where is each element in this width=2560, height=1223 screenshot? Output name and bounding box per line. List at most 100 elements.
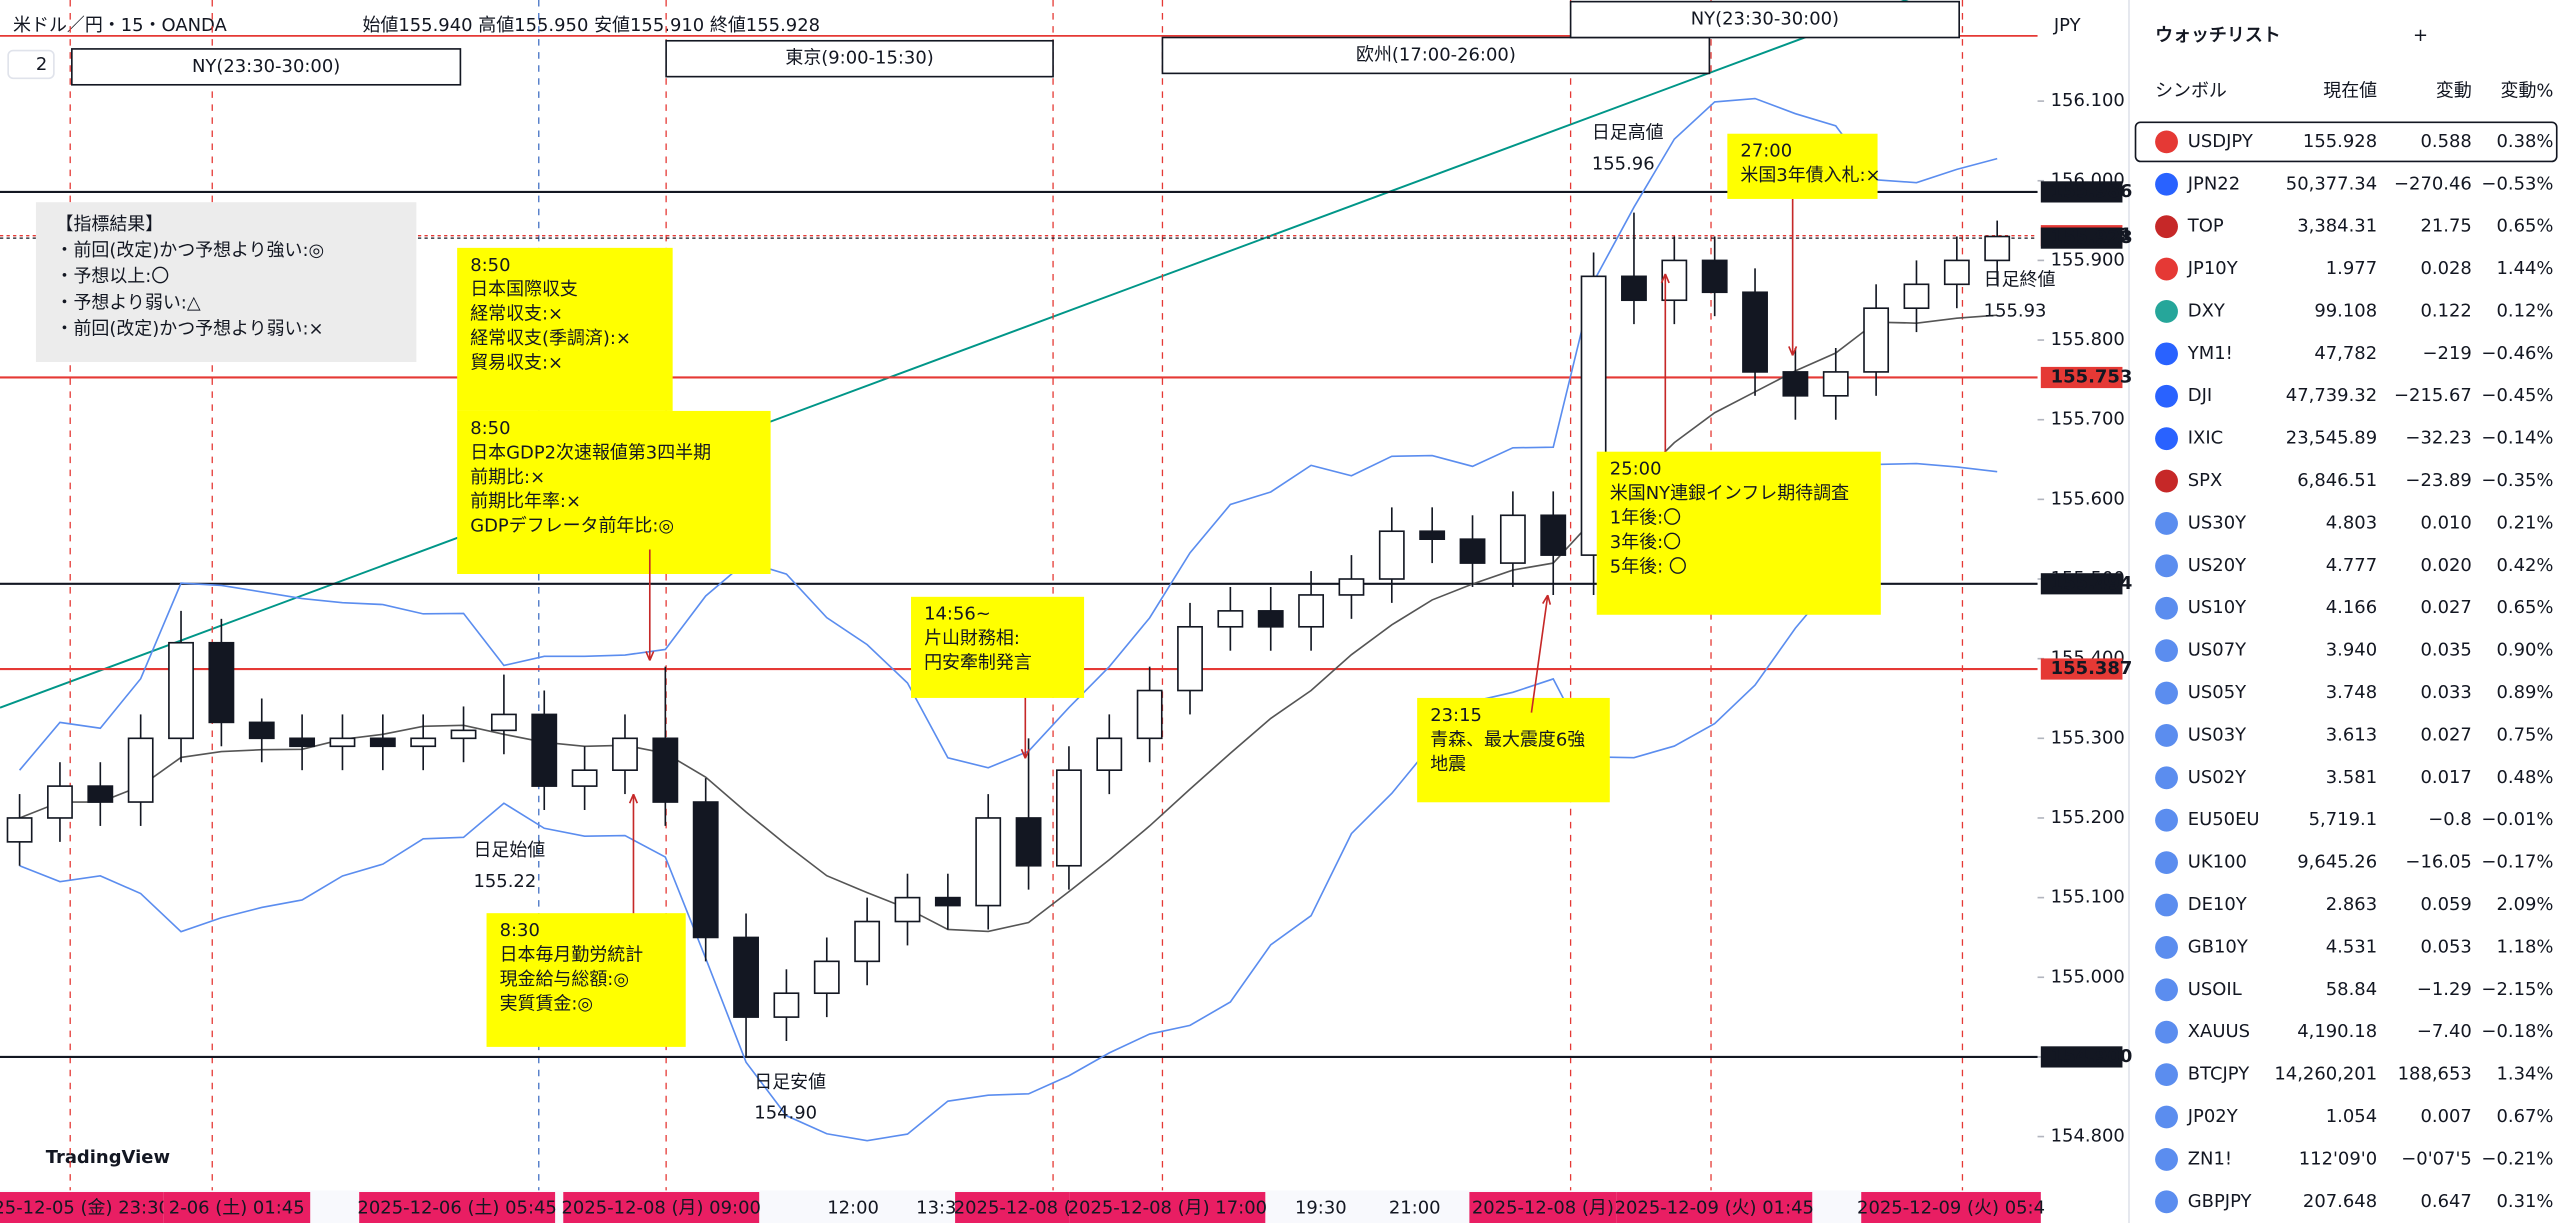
annotation-line: 片山財務相: [924, 628, 1020, 649]
ohlc: 始値155.940 高値155.950 安値155.910 終値155.928 [362, 15, 820, 36]
price-level-tag [2040, 573, 2123, 595]
watchlist-cell: 5,719.1 [2309, 809, 2378, 830]
annotation-line: 23:15 [1430, 705, 1482, 726]
watchlist-cell: 4.777 [2326, 555, 2377, 576]
price-level-label: 155.928 [2051, 227, 2133, 248]
watchlist-cell: 0.035 [2420, 640, 2471, 661]
symbol-icon [2155, 469, 2178, 493]
candle-body [1419, 530, 1446, 541]
annotation-line: 前期比年率:× [470, 491, 581, 512]
watchlist-cell[interactable]: JP02Y [2187, 1106, 2238, 1127]
watchlist-cell[interactable]: IXIC [2188, 428, 2223, 449]
watchlist-cell[interactable]: US07Y [2188, 640, 2246, 661]
watchlist-cell[interactable]: JPN22 [2187, 173, 2240, 194]
annotation-box [1596, 451, 1881, 615]
price-level-label: 155.387 [2051, 658, 2133, 679]
candle-body [87, 785, 114, 803]
annotation-line: 日本国際収支 [470, 279, 578, 300]
symbol: 米ドル／円・15・OANDA [13, 15, 228, 36]
selected-row[interactable] [2134, 121, 2558, 163]
currency[interactable]: JPY [2053, 15, 2081, 36]
watchlist-cell: 0.053 [2420, 936, 2471, 957]
time-label: 25-12-05 (金) 23:30 [0, 1197, 170, 1218]
watchlist-cell[interactable]: JP10Y [2187, 258, 2238, 279]
watchlist-cell: −0.14% [2481, 428, 2553, 449]
watchlist-cell: −32.23 [2405, 428, 2471, 449]
candle-body [531, 713, 558, 787]
candle-body [854, 920, 881, 963]
day-label: 日足始値 [473, 840, 545, 861]
watchlist-cell[interactable]: UK100 [2188, 852, 2247, 873]
candle-body [1903, 283, 1930, 310]
watchlist-cell: 0.89% [2496, 682, 2553, 703]
arrow-head [1660, 273, 1670, 284]
time-highlight [955, 1192, 1070, 1223]
y-tick-label: 156.100 [2051, 90, 2125, 111]
annotation-line: GDPデフレータ前年比:◎ [470, 516, 674, 537]
symbol-icon [2155, 1020, 2178, 1044]
symbol-icon [2155, 596, 2178, 620]
info-line: ・予想より弱い:△ [56, 292, 201, 313]
symbol-icon [2155, 130, 2178, 154]
watchlist-cell: 0.65% [2496, 597, 2553, 618]
watchlist-cell: 2.863 [2326, 894, 2377, 915]
watchlist-cell[interactable]: BTCJPY [2188, 1064, 2249, 1085]
annotation-line: 地震 [1430, 754, 1466, 775]
watchlist-cell: 3.940 [2326, 640, 2377, 661]
annotation-line: 前期比:× [470, 467, 545, 488]
y-tick-label: 155.300 [2051, 727, 2125, 748]
watchlist-cell[interactable]: EU50EU [2188, 809, 2260, 830]
time-label: 19:30 [1295, 1197, 1347, 1218]
watchlist-cell: 0.010 [2420, 512, 2471, 533]
indicator-count: 2 [36, 54, 47, 75]
watchlist-cell: 6,846.51 [2297, 470, 2377, 491]
watchlist-cell[interactable]: USDJPY [2188, 131, 2253, 152]
watchlist-cell[interactable]: DE10Y [2188, 894, 2247, 915]
time-highlight [1616, 1192, 1813, 1223]
symbol-icon [2155, 808, 2178, 832]
session-label: NY(23:30-30:00) [192, 56, 340, 77]
info-line: ・予想以上:〇 [56, 266, 170, 287]
watchlist-cell[interactable]: USOIL [2188, 979, 2242, 1000]
watchlist-cell[interactable]: GBPJPY [2188, 1191, 2252, 1212]
candle-body [450, 729, 477, 740]
time-label: 12:00 [827, 1197, 879, 1218]
symbol-icon [2155, 384, 2178, 408]
column-header: シンボル [2155, 80, 2227, 101]
watchlist-cell: −23.89 [2405, 470, 2471, 491]
watchlist-cell[interactable]: ZN1! [2188, 1148, 2232, 1169]
candle-body [329, 737, 356, 748]
watchlist-cell: 0.007 [2420, 1106, 2471, 1127]
watchlist-cell[interactable]: DJI [2188, 385, 2212, 406]
watchlist-cell[interactable]: US05Y [2188, 682, 2246, 703]
symbol-icon [2155, 342, 2178, 366]
annotation-line: 3年後:〇 [1610, 532, 1681, 553]
watchlist-cell[interactable]: YM1! [2187, 343, 2233, 364]
watchlist-cell[interactable]: US03Y [2188, 724, 2246, 745]
watchlist-cell[interactable]: US10Y [2188, 597, 2246, 618]
annotation-line: 円安牽制発言 [924, 653, 1032, 674]
add-button[interactable]: + [2413, 25, 2428, 46]
annotation-box [911, 596, 1085, 698]
symbol-icon [2155, 893, 2178, 917]
watchlist-cell: 9,645.26 [2297, 852, 2377, 873]
candle-body [248, 721, 275, 740]
watchlist-cell[interactable]: US30Y [2188, 512, 2246, 533]
watchlist-cell: 0.027 [2420, 597, 2471, 618]
watchlist-cell: 3.613 [2326, 724, 2377, 745]
watchlist-cell[interactable]: US20Y [2188, 555, 2246, 576]
watchlist-cell[interactable]: US02Y [2188, 767, 2246, 788]
watchlist-cell[interactable]: TOP [2187, 216, 2224, 237]
watchlist-cell[interactable]: DXY [2188, 300, 2225, 321]
day-price: 155.22 [473, 871, 536, 892]
watchlist-cell[interactable]: GB10Y [2188, 936, 2248, 957]
symbol-icon [2155, 766, 2178, 790]
watchlist-cell[interactable]: SPX [2188, 470, 2223, 491]
watchlist-cell[interactable]: XAUUS [2188, 1021, 2250, 1042]
y-tick-label: 155.700 [2051, 409, 2125, 430]
indicator-toggle[interactable] [7, 49, 55, 80]
watchlist-cell: −0.35% [2481, 470, 2553, 491]
watchlist-cell: 3.748 [2326, 682, 2377, 703]
time-highlight [1469, 1192, 1617, 1223]
symbol-icon [2155, 215, 2178, 239]
